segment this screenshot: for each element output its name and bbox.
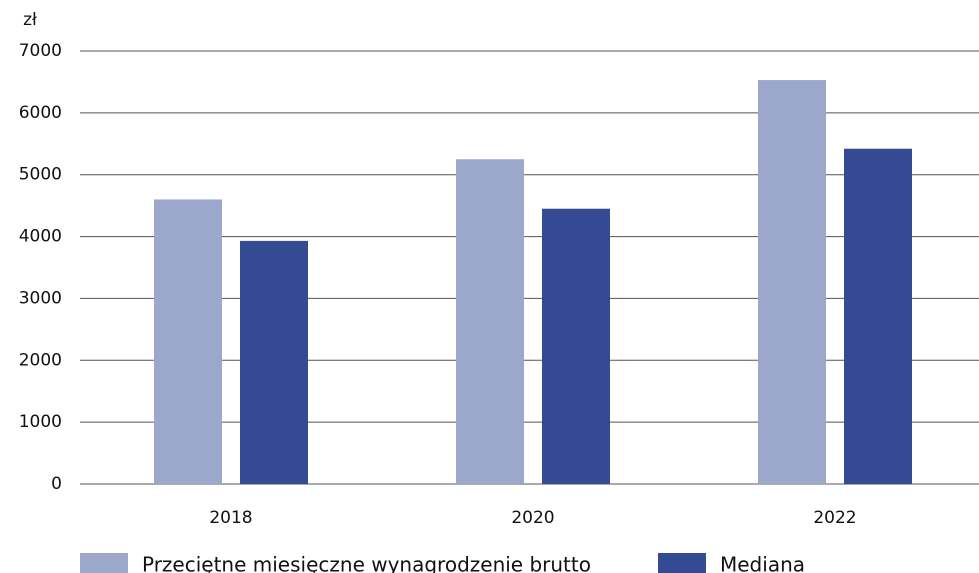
bar xyxy=(154,199,222,484)
y-tick-label: 2000 xyxy=(19,350,62,370)
x-tick-label: 2018 xyxy=(209,508,252,528)
legend-swatch xyxy=(80,553,128,573)
bar xyxy=(240,240,308,484)
y-tick-label: 3000 xyxy=(19,288,62,308)
bar xyxy=(844,148,912,484)
y-tick-label: 0 xyxy=(51,474,62,494)
y-tick-label: 1000 xyxy=(19,412,62,432)
y-tick-label: 6000 xyxy=(19,103,62,123)
bar xyxy=(542,208,610,484)
x-tick-label: 2020 xyxy=(511,508,554,528)
bar xyxy=(758,80,826,484)
y-tick-label: 7000 xyxy=(19,41,62,61)
legend-swatch xyxy=(658,553,706,573)
y-tick-label: 5000 xyxy=(19,165,62,185)
y-axis-label: zł xyxy=(23,10,37,30)
x-tick-label: 2022 xyxy=(813,508,856,528)
bar xyxy=(456,159,524,484)
legend-label: Mediana xyxy=(720,553,805,573)
legend-label: Przeciętne miesięczne wynagrodzenie brut… xyxy=(142,553,591,573)
y-tick-label: 4000 xyxy=(19,227,62,247)
